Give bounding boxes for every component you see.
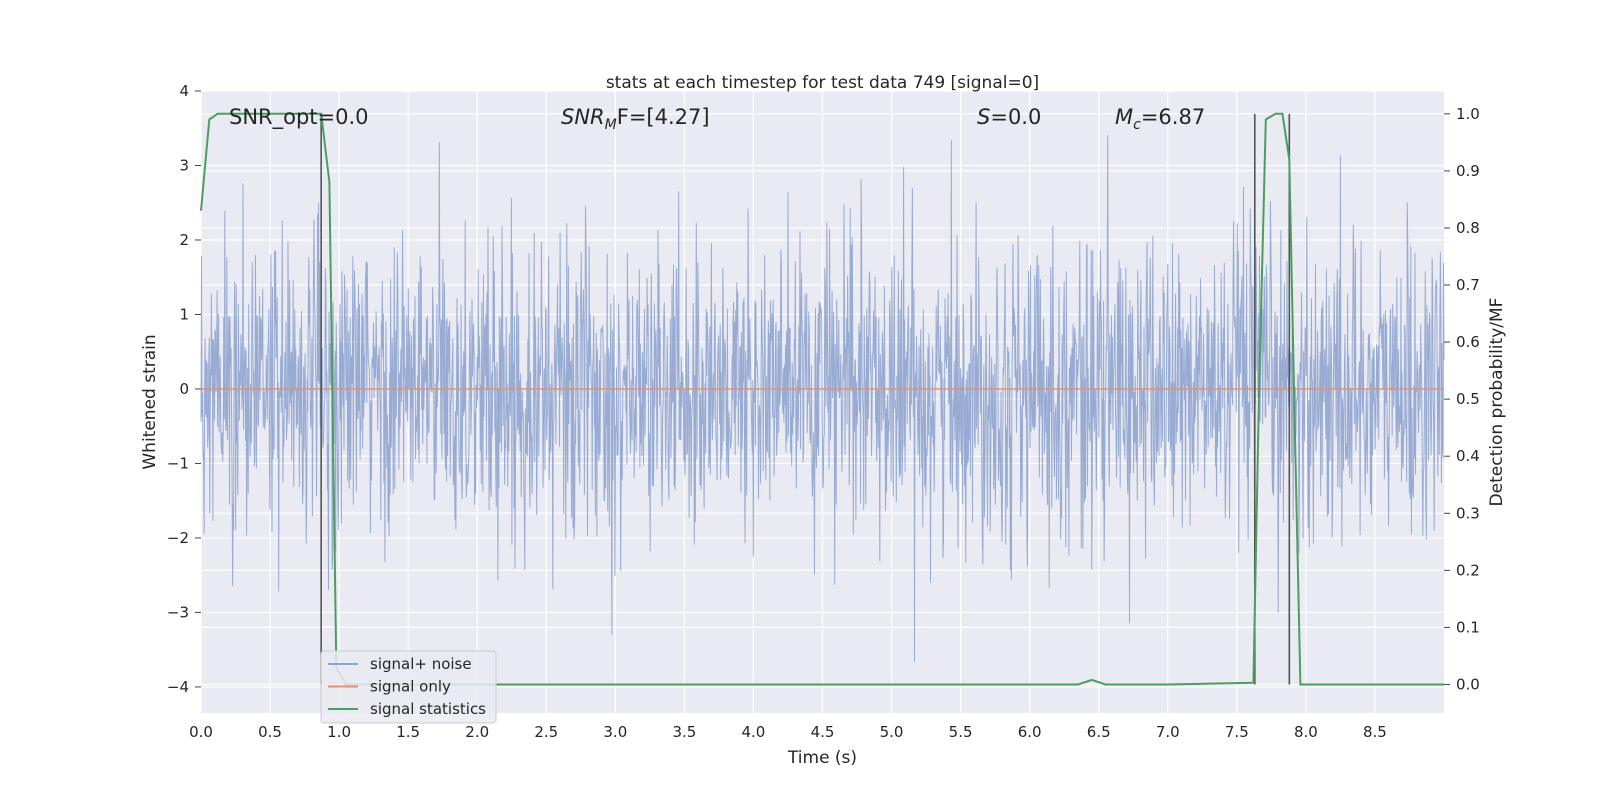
y2-tick-label: 0.4 <box>1456 447 1480 465</box>
annotation-mc: Mc=6.87 <box>1115 105 1205 133</box>
signal-statistics-line <box>200 112 1444 686</box>
legend: signal+ noise signal only signal statist… <box>320 650 497 724</box>
y-tick-label: 4 <box>179 82 189 100</box>
annotation-snr-opt: SNR_opt=0.0 <box>229 105 369 130</box>
y-tick-label: 1 <box>179 305 189 323</box>
x-tick-label: 3.0 <box>603 723 627 741</box>
y-tick-label: 2 <box>179 231 189 249</box>
annotation-snr-mf-rest: F=[4.27] <box>617 105 710 129</box>
x-tick-label: 6.0 <box>1018 723 1042 741</box>
x-tick-label: 5.0 <box>880 723 904 741</box>
annotation-mc-rest: =6.87 <box>1141 105 1205 129</box>
x-tick-label: 1.5 <box>396 723 420 741</box>
tick-labels: 0.0 0.5 1.0 1.5 2.0 2.5 3.0 3.5 4.0 4.5 5.0 5.5 6.0 6… <box>167 82 1480 741</box>
x-tick-label: 6.5 <box>1087 723 1111 741</box>
legend-box <box>320 650 497 724</box>
y2-tick-label: 0.0 <box>1456 675 1480 693</box>
y2-tick-label: 1.0 <box>1456 105 1480 123</box>
y-tick-label: 3 <box>179 156 189 174</box>
x-tick-label: 8.5 <box>1363 723 1387 741</box>
x-tick-label: 0.0 <box>189 723 213 741</box>
annotation-s-main: S <box>977 105 990 129</box>
x-tick-label: 7.0 <box>1156 723 1180 741</box>
legend-label-signal-noise: signal+ noise <box>370 655 472 673</box>
x-tick-label: 7.5 <box>1225 723 1249 741</box>
y2-tick-label: 0.8 <box>1456 219 1480 237</box>
y2-tick-label: 0.7 <box>1456 276 1480 294</box>
x-tick-label: 0.5 <box>258 723 282 741</box>
noise-line <box>200 135 1445 662</box>
y-tick-label: −4 <box>167 678 189 696</box>
annotation-snr-mf-main: SNR <box>561 105 605 129</box>
x-axis-label: Time (s) <box>787 748 857 768</box>
legend-label-signal-statistics: signal statistics <box>370 700 486 718</box>
y-tick-label: 0 <box>179 380 189 398</box>
x-tick-label: 5.5 <box>949 723 973 741</box>
annotation-snr-mf: SNRMF=[4.27] <box>561 105 710 133</box>
x-tick-label: 4.5 <box>811 723 835 741</box>
series-signal-statistics <box>200 112 1444 686</box>
annotation-s-rest: =0.0 <box>990 105 1041 129</box>
annotation-mc-sub: c <box>1133 117 1141 133</box>
legend-label-signal-only: signal only <box>370 678 451 696</box>
y2-tick-label: 0.2 <box>1456 561 1480 579</box>
x-tick-label: 4.0 <box>742 723 766 741</box>
y-axis-label: Whitened strain <box>140 334 160 469</box>
x-tick-label: 1.0 <box>327 723 351 741</box>
y2-axis-label: Detection probability/MF <box>1487 298 1507 507</box>
x-tick-label: 8.0 <box>1294 723 1318 741</box>
y2-tick-label: 0.6 <box>1456 333 1480 351</box>
x-tick-label: 2.5 <box>534 723 558 741</box>
chart-title: stats at each timestep for test data 749… <box>606 73 1039 93</box>
annotation-s: S=0.0 <box>977 105 1041 129</box>
x-tick-label: 3.5 <box>672 723 696 741</box>
y2-tick-label: 0.3 <box>1456 504 1480 522</box>
annotation-snr-mf-sub: M <box>605 117 617 133</box>
y-tick-label: −1 <box>167 454 189 472</box>
annotation-mc-main: M <box>1115 105 1133 129</box>
y2-tick-label: 0.9 <box>1456 162 1480 180</box>
x-tick-label: 2.0 <box>465 723 489 741</box>
y2-tick-label: 0.1 <box>1456 618 1480 636</box>
y-tick-label: −3 <box>167 603 189 621</box>
y-tick-label: −2 <box>167 529 189 547</box>
y2-tick-label: 0.5 <box>1456 390 1480 408</box>
series-signal-noise <box>200 135 1445 662</box>
